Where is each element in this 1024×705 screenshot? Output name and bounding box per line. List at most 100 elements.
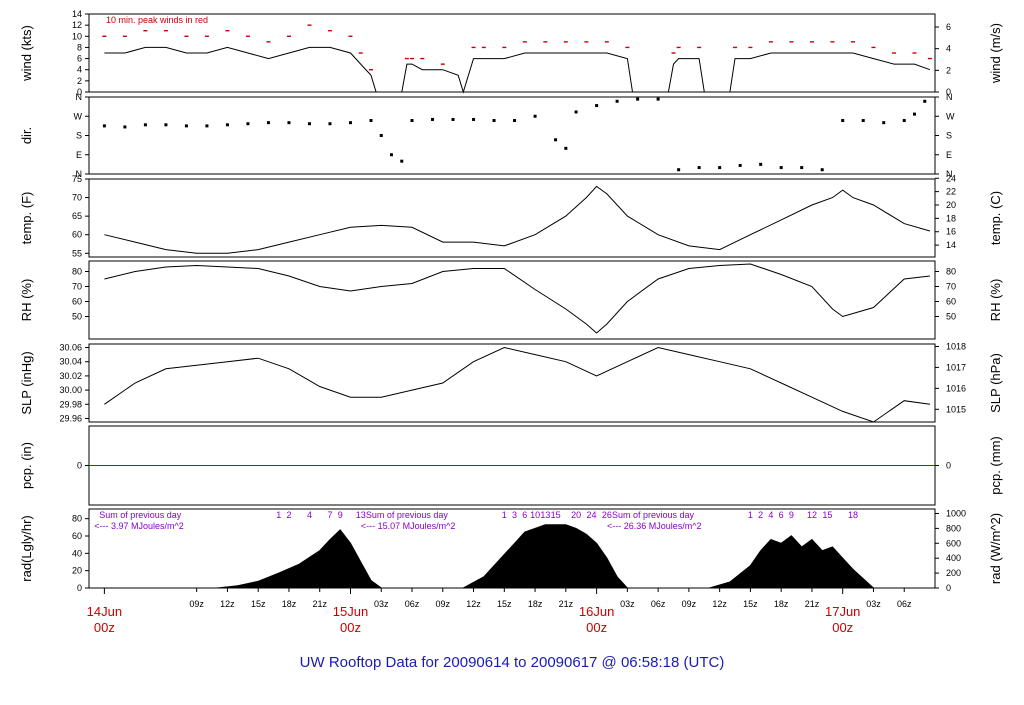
rh-ytick-label: 60 <box>72 297 82 307</box>
dir-ylabel: dir. <box>19 127 34 144</box>
rh-ylabel-right: RH (%) <box>988 279 1003 322</box>
rad-ytick-label: 20 <box>72 566 82 576</box>
rad-hour-marker: 6 <box>522 510 527 520</box>
rh-frame <box>88 260 936 340</box>
dir-point <box>861 119 865 123</box>
wind-ytick-label: 4 <box>77 65 82 75</box>
dir-point <box>328 122 332 126</box>
rad-hour-marker: 6 <box>779 510 784 520</box>
x-day-hour-label: 00z <box>832 620 853 635</box>
rh-rtick-label: 50 <box>946 312 956 322</box>
temp-rtick-label: 16 <box>946 227 956 237</box>
rad-ytick-label: 40 <box>72 548 82 558</box>
x-tick-label: 06z <box>897 599 912 609</box>
dir-point <box>369 119 373 123</box>
wind-rtick-label: 6 <box>946 22 951 32</box>
dir-ytick-label: E <box>76 150 82 160</box>
dir-rtick-label: E <box>946 150 952 160</box>
x-tick-label: 06z <box>405 599 420 609</box>
dir-point <box>636 97 640 101</box>
x-day-label: 15Jun <box>333 604 368 619</box>
rad-annotation: Sum of previous day <box>612 510 695 520</box>
slp-ytick-label: 29.98 <box>59 399 82 409</box>
wind-rtick-label: 4 <box>946 44 951 54</box>
rad-annotation: <--- 15.07 MJoules/m^2 <box>361 521 456 531</box>
rad-hour-marker: 13 <box>540 510 550 520</box>
x-day-label: 17Jun <box>825 604 860 619</box>
pcp-ylabel-right: pcp. (mm) <box>988 436 1003 495</box>
rad-rtick-label: 600 <box>946 538 961 548</box>
dir-point <box>225 123 229 127</box>
pcp-rtick-label: 0 <box>946 461 951 471</box>
x-tick-label: 18z <box>282 599 297 609</box>
temp-series-line <box>104 185 931 254</box>
x-day-label: 14Jun <box>87 604 122 619</box>
slp-ytick-label: 30.00 <box>59 385 82 395</box>
rad-hour-marker: 18 <box>848 510 858 520</box>
temp-ytick-label: 55 <box>72 248 82 258</box>
pcp-panel: pcp. (in) pcp. (mm) 0 0 <box>19 425 1003 506</box>
dir-point <box>564 146 568 150</box>
dir-ytick-label: S <box>76 131 82 141</box>
rh-panel: RH (%) RH (%) 50 60 70 80 50 60 70 80 <box>19 260 1003 340</box>
wind-ytick-label: 12 <box>72 20 82 30</box>
dir-point <box>348 121 352 125</box>
x-day-label: 16Jun <box>579 604 614 619</box>
rad-annotation: <--- 26.36 MJoules/m^2 <box>607 521 702 531</box>
rad-hour-marker: 15 <box>551 510 561 520</box>
dir-ytick-label: N <box>76 92 83 102</box>
chart-title: UW Rooftop Data for 20090614 to 20090617… <box>300 654 725 671</box>
dir-point <box>102 124 106 128</box>
rad-hour-marker: 15 <box>822 510 832 520</box>
x-tick-label: 09z <box>682 599 697 609</box>
rad-hour-marker: 20 <box>571 510 581 520</box>
dir-point <box>923 99 927 103</box>
rad-ylabel-right: rad (W/m^2) <box>988 513 1003 584</box>
x-tick-label: 15z <box>743 599 758 609</box>
rh-ylabel: RH (%) <box>19 279 34 322</box>
dir-point <box>574 110 578 114</box>
wind-series-line <box>104 46 931 94</box>
temp-rtick-label: 20 <box>946 200 956 210</box>
temp-rtick-label: 24 <box>946 173 956 183</box>
rad-rtick-label: 800 <box>946 523 961 533</box>
rh-series-line <box>104 263 930 334</box>
slp-ytick-label: 30.06 <box>59 343 82 353</box>
x-tick-label: 03z <box>620 599 635 609</box>
dir-point <box>882 121 886 125</box>
dir-point <box>697 166 701 170</box>
dir-panel: dir.N NE ES SW WN N <box>19 92 955 179</box>
x-day-hour-label: 00z <box>94 620 115 635</box>
rad-hour-marker: 26 <box>602 510 612 520</box>
slp-ytick-label: 29.96 <box>59 413 82 423</box>
x-tick-label: 21z <box>312 599 327 609</box>
rad-ytick-label: 80 <box>72 514 82 524</box>
temp-ylabel-right: temp. (C) <box>988 191 1003 245</box>
x-tick-label: 12z <box>466 599 481 609</box>
x-tick-label: 09z <box>436 599 451 609</box>
rh-rtick-label: 70 <box>946 282 956 292</box>
x-axis-layer: 09z 12z 15z 18z 21z 03z 06z 09z 12z 15z 18z 21z 03z 0… <box>87 588 912 635</box>
x-day-hour-label: 00z <box>586 620 607 635</box>
wind-rtick-label: 2 <box>946 65 951 75</box>
rad-hour-marker: 2 <box>286 510 291 520</box>
dir-point <box>738 163 742 167</box>
temp-rtick-label: 18 <box>946 213 956 223</box>
rad-hour-marker: 1 <box>748 510 753 520</box>
x-tick-label: 12z <box>220 599 235 609</box>
dir-point <box>533 114 537 118</box>
temp-ytick-label: 75 <box>72 174 82 184</box>
temp-panel: temp. (F) temp. (C) 55 60 65 70 75 14 16 18 20 22 24 <box>19 173 1003 258</box>
wind-ytick-label: 14 <box>72 9 82 19</box>
slp-rtick-label: 1015 <box>946 404 966 414</box>
dir-point <box>759 162 763 166</box>
temp-ytick-label: 65 <box>72 211 82 221</box>
pcp-ytick-label: 0 <box>77 461 82 471</box>
dir-point <box>451 117 455 121</box>
dir-point <box>379 134 383 137</box>
rad-hour-marker: 12 <box>807 510 817 520</box>
dir-point <box>400 159 404 163</box>
rh-ytick-label: 50 <box>72 312 82 322</box>
